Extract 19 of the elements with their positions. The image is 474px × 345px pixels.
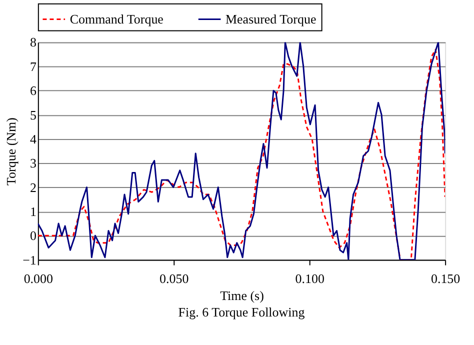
legend-label: Measured Torque	[226, 11, 316, 26]
x-axis-title: Time (s)	[220, 288, 264, 304]
y-tick-label: 1	[30, 204, 36, 219]
y-tick-label: 4	[30, 131, 37, 146]
x-tick-label: 0.050	[160, 271, 189, 286]
y-tick-label: 5	[30, 107, 36, 122]
y-tick-label: 8	[30, 34, 36, 50]
x-tick-label: 0.000	[24, 271, 54, 286]
y-tick-label: −1	[22, 252, 36, 268]
y-tick-label: 3	[30, 156, 36, 171]
y-tick-label: 7	[30, 58, 37, 74]
x-tick-label: 0.100	[295, 271, 324, 286]
caption: Fig. 6 Torque Following	[178, 304, 306, 320]
y-tick-label: 0	[30, 228, 36, 244]
y-tick-label: 6	[30, 83, 37, 98]
legend-label: Command Torque	[70, 11, 164, 26]
y-tick-label: 2	[30, 180, 36, 195]
x-tick-label: 0.150	[430, 271, 460, 286]
y-axis-title: Torque (Nm)	[4, 118, 19, 186]
